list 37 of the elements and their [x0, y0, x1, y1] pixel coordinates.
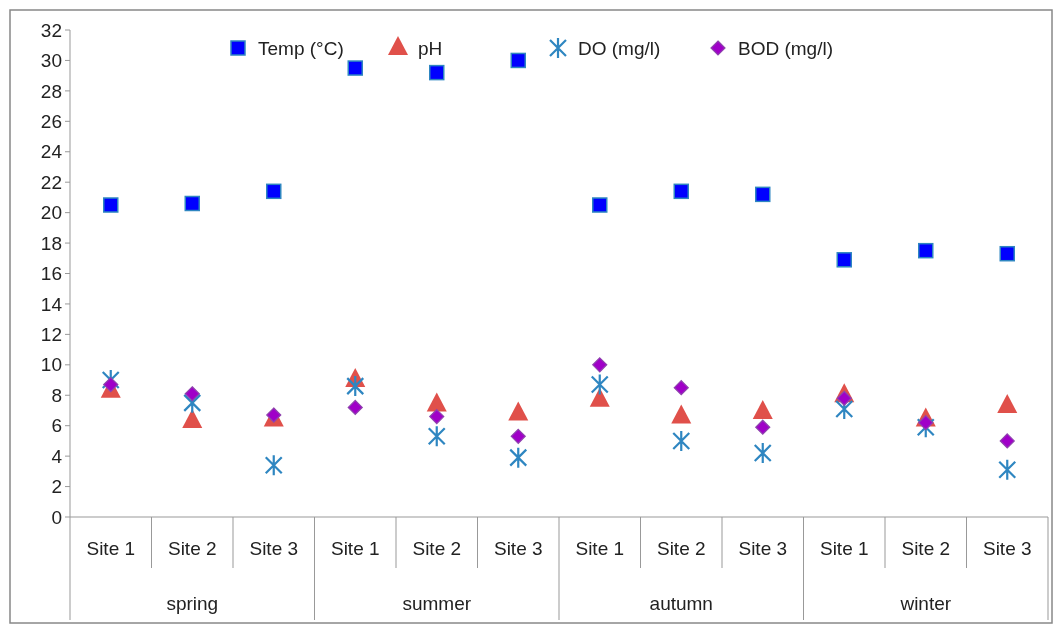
- y-tick-label: 8: [51, 384, 62, 406]
- text: spring: [166, 592, 219, 614]
- y-tick-label: 16: [40, 263, 62, 285]
- y-tick-label: 12: [40, 324, 62, 346]
- x-tick-label: Site 2: [656, 537, 706, 559]
- legend-label: pH: [418, 37, 443, 59]
- x-tick-label: Site 1: [819, 537, 869, 559]
- x-tick-label: Site 3: [249, 537, 299, 559]
- x-tick-label: Site 1: [575, 537, 625, 559]
- x-tick-label: Site 3: [738, 537, 788, 559]
- y-tick-label: 6: [51, 415, 62, 437]
- legend-label: DO (mg/l): [578, 37, 661, 59]
- y-tick-label: 32: [40, 19, 62, 41]
- x-tick-label: Site 2: [901, 537, 951, 559]
- y-tick-label: 20: [40, 202, 62, 224]
- text: summer: [402, 592, 472, 614]
- text: autumn: [649, 592, 713, 614]
- legend-label: BOD (mg/l): [738, 37, 833, 59]
- y-tick-label: 22: [40, 171, 62, 193]
- y-tick-label: 30: [40, 50, 62, 72]
- x-tick-label: Site 3: [982, 537, 1032, 559]
- legend-label: Temp (°C): [258, 37, 344, 59]
- y-tick-label: 4: [51, 445, 63, 467]
- x-tick-label: Site 1: [330, 537, 380, 559]
- x-tick-label: Site 2: [412, 537, 462, 559]
- text: winter: [899, 592, 952, 614]
- y-tick-label: 18: [40, 232, 62, 254]
- y-tick-label: 28: [40, 80, 62, 102]
- y-tick-label: 26: [40, 110, 62, 132]
- y-tick-label: 14: [40, 293, 63, 315]
- y-tick-label: 2: [51, 476, 62, 498]
- y-tick-label: 0: [51, 506, 62, 528]
- x-tick-label: Site 1: [86, 537, 136, 559]
- y-tick-label: 24: [40, 141, 63, 163]
- x-tick-label: Site 2: [167, 537, 217, 559]
- y-tick-label: 10: [40, 354, 62, 376]
- x-tick-label: Site 3: [493, 537, 543, 559]
